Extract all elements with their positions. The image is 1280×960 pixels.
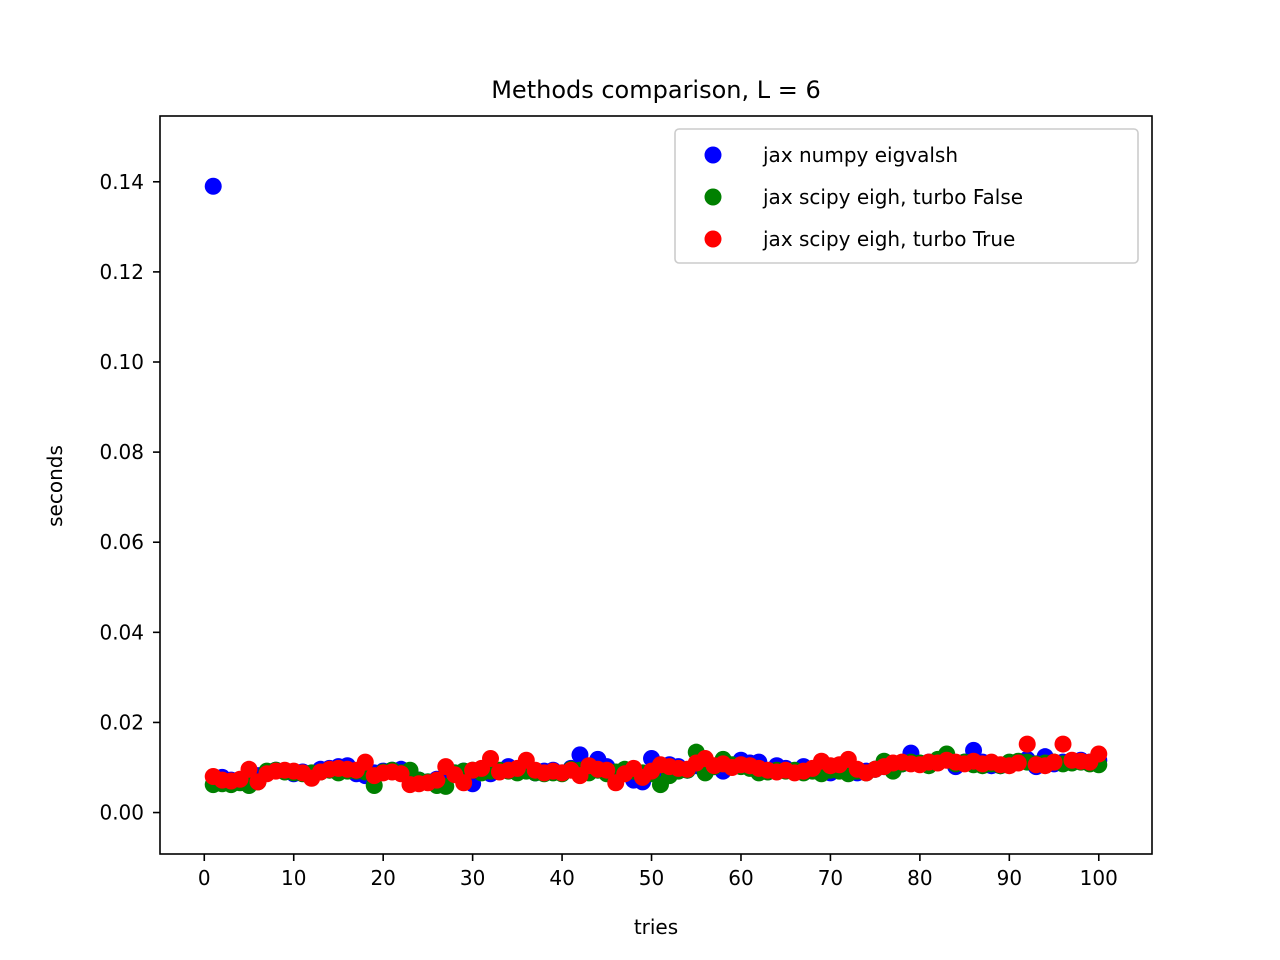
- legend-label: jax numpy eigvalsh: [762, 143, 958, 167]
- legend-box: [674, 128, 1139, 264]
- data-point: [1045, 753, 1063, 771]
- data-point: [1090, 745, 1108, 763]
- x-tick-label: 30: [460, 866, 485, 890]
- y-axis-label: seconds: [43, 445, 67, 527]
- x-tick-label: 50: [639, 866, 664, 890]
- series-3: [204, 735, 1108, 794]
- data-points: [204, 177, 1108, 795]
- data-point: [1054, 735, 1072, 753]
- data-point: [356, 753, 374, 771]
- data-point: [1018, 735, 1036, 753]
- x-tick-label: 80: [907, 866, 932, 890]
- legend-label: jax scipy eigh, turbo True: [762, 227, 1015, 251]
- y-tick-label: 0.10: [99, 350, 144, 374]
- data-point: [482, 749, 500, 767]
- data-point: [204, 177, 222, 195]
- data-point: [428, 771, 446, 789]
- y-tick-label: 0.00: [99, 801, 144, 825]
- y-tick-label: 0.12: [99, 260, 144, 284]
- x-tick-label: 20: [370, 866, 395, 890]
- x-tick-label: 40: [549, 866, 574, 890]
- x-tick-label: 60: [728, 866, 753, 890]
- chart-title: Methods comparison, L = 6: [491, 76, 821, 104]
- y-axis-ticks: 0.00 0.02 0.04 0.06 0.08 0.10 0.12 0.14: [99, 170, 160, 825]
- plot-frame: [159, 115, 1153, 855]
- legend-label: jax scipy eigh, turbo False: [762, 185, 1023, 209]
- legend-marker: [704, 188, 722, 206]
- x-tick-label: 70: [818, 866, 843, 890]
- y-tick-label: 0.04: [99, 620, 144, 644]
- data-point: [598, 761, 616, 779]
- x-axis-label: tries: [634, 915, 678, 939]
- legend-marker: [704, 146, 722, 164]
- x-tick-label: 100: [1080, 866, 1118, 890]
- data-point: [240, 760, 258, 778]
- x-axis-ticks: 0 10 20 30 40 50 60 70 80 90 100: [198, 854, 1118, 890]
- y-tick-label: 0.02: [99, 710, 144, 734]
- data-point: [1009, 754, 1027, 772]
- x-tick-label: 10: [281, 866, 306, 890]
- x-tick-label: 90: [997, 866, 1022, 890]
- legend-marker: [704, 230, 722, 248]
- data-point: [455, 774, 473, 792]
- y-tick-label: 0.08: [99, 440, 144, 464]
- y-tick-label: 0.06: [99, 530, 144, 554]
- x-tick-label: 0: [198, 866, 211, 890]
- y-tick-label: 0.14: [99, 170, 144, 194]
- legend: jax numpy eigvalsh jax scipy eigh, turbo …: [674, 128, 1139, 264]
